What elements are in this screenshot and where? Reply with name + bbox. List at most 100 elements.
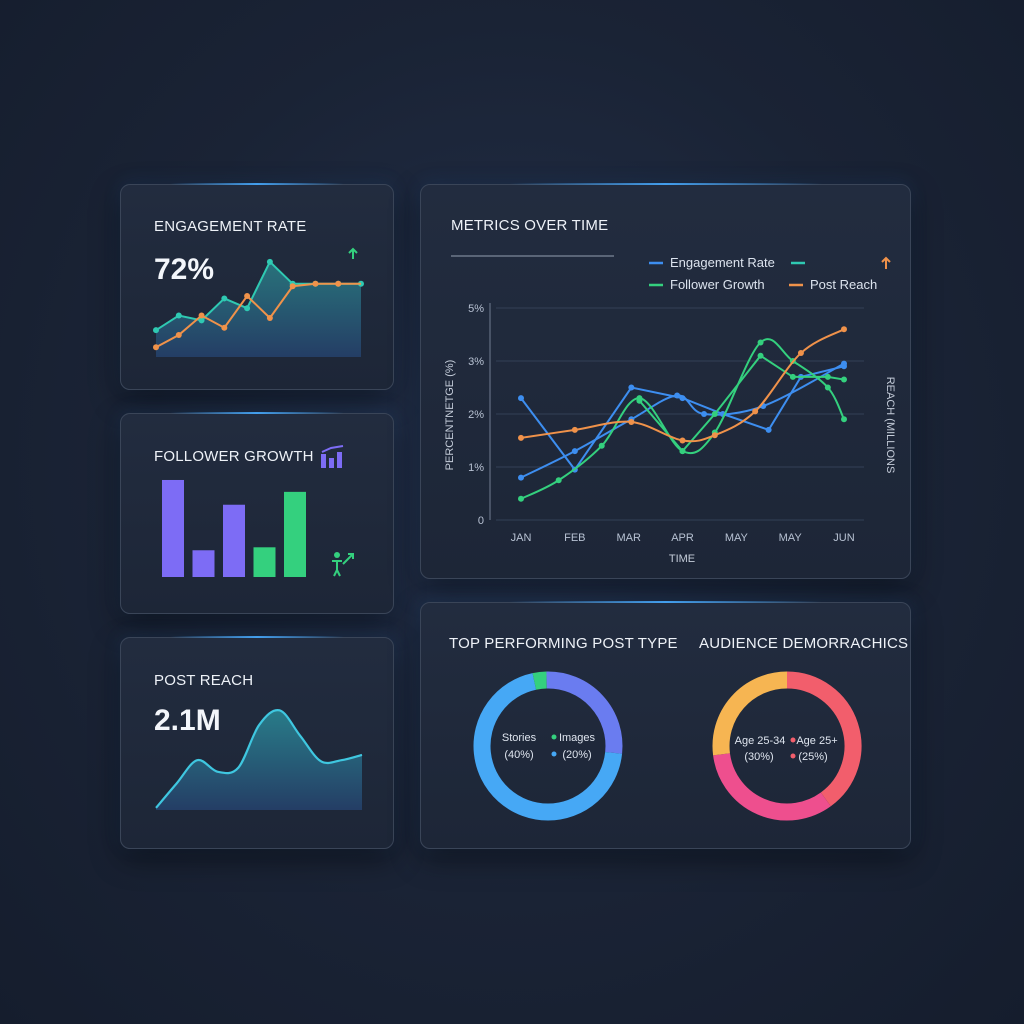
series-point-2 — [824, 384, 831, 391]
demographics-slice — [712, 671, 788, 756]
demographics-slice — [786, 671, 862, 807]
series-point-1 — [674, 392, 681, 399]
series-line-1 — [520, 362, 845, 479]
series-point-3 — [636, 397, 643, 404]
series-point-4 — [752, 408, 759, 415]
engagement-point — [153, 327, 159, 334]
engagement-point — [312, 280, 319, 287]
breakdown-card: TOP PERFORMING POST TYPE AUDIENCE DEMORR… — [420, 601, 911, 849]
engagement-rate-chart — [153, 247, 364, 357]
follower-bar — [253, 547, 276, 577]
person-growth-icon — [332, 552, 354, 577]
metrics-title: METRICS OVER TIME — [451, 217, 609, 234]
series-point-4 — [679, 437, 686, 444]
y-axis-label: PERCENTNETGE (%) — [444, 360, 456, 471]
series-point-0 — [628, 384, 635, 391]
x-tick-label: APR — [671, 532, 694, 544]
series-point-1 — [518, 474, 524, 481]
engagement-point — [198, 312, 205, 319]
y2-axis-label: REACH (MILLIONS — [884, 377, 896, 474]
series-point-0 — [518, 395, 524, 402]
legend-follower-label: Follower Growth — [670, 277, 765, 292]
post-type-label-images: Images — [559, 732, 596, 744]
engagement-area — [156, 261, 361, 357]
post-type-value-images: (20%) — [562, 749, 591, 761]
legend-dot — [551, 734, 557, 740]
follower-bar — [284, 491, 306, 577]
engagement-point — [175, 332, 182, 339]
x-axis-label: TIME — [669, 553, 695, 565]
series-point-3 — [824, 373, 831, 380]
donut-charts: Stories (40%) Images (20%) Age 25-34 (30%) Age… — [473, 671, 862, 821]
legend-dot — [790, 737, 796, 743]
series-point-3 — [679, 448, 686, 455]
engagement-point — [221, 324, 228, 331]
follower-growth-card: FOLLOWER GROWTH — [120, 412, 394, 614]
engagement-point — [198, 317, 205, 324]
series-point-2 — [555, 477, 562, 484]
demographics-slice — [713, 752, 831, 821]
up-arrow-icon — [881, 256, 891, 269]
y-tick-label: 5% — [468, 303, 484, 315]
engagement-point — [221, 295, 228, 302]
engagement-point — [153, 344, 159, 351]
post-type-slice — [473, 673, 623, 821]
post-reach-title: POST REACH — [154, 672, 254, 689]
engagement-line-1 — [155, 282, 361, 349]
legend-reach-label: Post Reach — [810, 277, 877, 292]
series-line-0 — [520, 365, 845, 472]
legend-dot — [790, 753, 796, 759]
engagement-point — [266, 314, 273, 321]
post-reach-value: 2.1M — [154, 704, 221, 737]
series-point-4 — [628, 418, 635, 425]
series-point-3 — [711, 411, 718, 417]
series-line-2 — [520, 338, 845, 500]
x-tick-label: MAY — [779, 532, 803, 544]
x-tick-label: FEB — [564, 532, 585, 544]
follower-bar — [192, 550, 215, 577]
engagement-rate-card: ENGAGEMENT RATE 72% — [120, 183, 394, 390]
follower-bar — [162, 479, 184, 577]
y-tick-label: 1% — [468, 462, 484, 474]
series-point-4 — [571, 426, 578, 433]
series-point-4 — [797, 350, 804, 357]
engagement-rate-value: 72% — [154, 253, 215, 286]
demo-value-2: (25%) — [798, 751, 827, 763]
post-type-title: TOP PERFORMING POST TYPE — [449, 635, 678, 652]
y-tick-label: 0 — [478, 515, 484, 527]
series-point-2 — [757, 339, 764, 346]
post-type-slice — [546, 671, 623, 754]
x-tick-label: MAR — [616, 532, 641, 544]
engagement-rate-title: ENGAGEMENT RATE — [154, 218, 307, 235]
post-type-label-stories: Stories — [502, 732, 537, 744]
post-reach-chart — [155, 709, 363, 810]
engagement-point — [244, 305, 251, 312]
engagement-point — [175, 312, 182, 319]
up-arrow-icon — [348, 247, 358, 259]
x-tick-label: JAN — [511, 532, 532, 544]
y-tick-label: 3% — [468, 356, 484, 368]
metrics-over-time-chart: Engagement Rate Follower Growth Post Reach… — [444, 255, 896, 565]
reach-line — [155, 709, 363, 809]
follower-growth-chart — [162, 445, 354, 577]
follower-bar — [223, 504, 245, 577]
series-point-1 — [571, 448, 578, 455]
series-point-0 — [765, 426, 772, 433]
series-point-1 — [701, 411, 708, 417]
series-point-4 — [711, 432, 718, 439]
series-point-1 — [841, 360, 847, 367]
series-point-3 — [841, 376, 847, 383]
reach-area — [156, 710, 362, 810]
growth-chart-icon — [321, 445, 344, 468]
demo-value-1: (30%) — [744, 751, 773, 763]
engagement-point — [244, 293, 251, 299]
series-point-4 — [518, 434, 524, 441]
demo-label-1: Age 25-34 — [735, 735, 786, 747]
series-point-3 — [789, 373, 796, 380]
demo-label-2: Age 25+ — [796, 735, 837, 747]
series-point-2 — [841, 416, 847, 423]
post-type-slice — [532, 671, 547, 690]
post-type-value-stories: (40%) — [504, 749, 533, 761]
follower-growth-title: FOLLOWER GROWTH — [154, 448, 314, 465]
engagement-point — [335, 280, 342, 287]
